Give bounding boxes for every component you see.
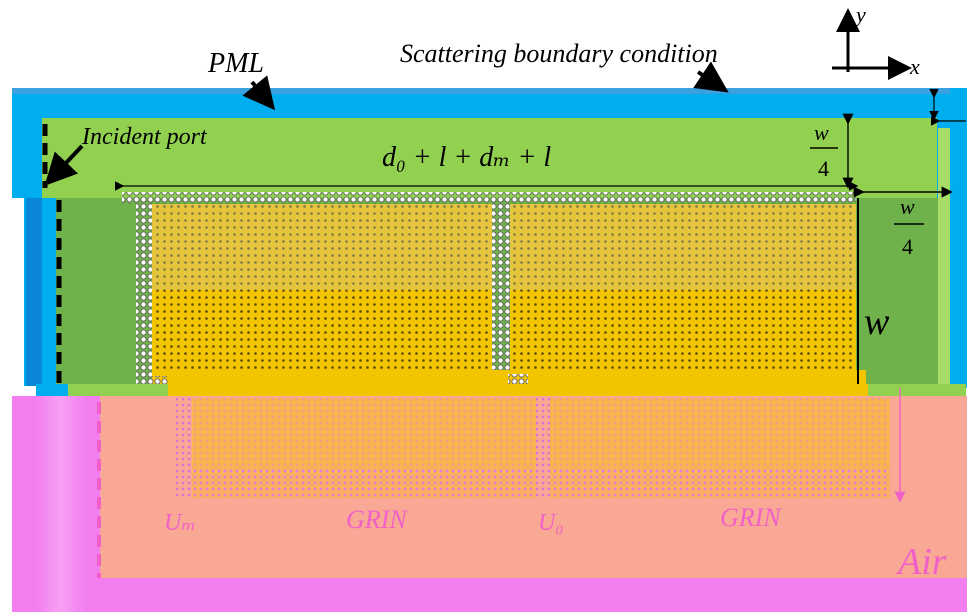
field-fade-right [510,204,856,290]
u0-label: U₀ [538,510,564,536]
length-expression-label: d₀ + l + dₘ + l [382,142,551,173]
um-label: Uₘ [164,510,196,536]
white-left-sliver [0,198,24,386]
scattering-pointer-arrow [693,61,729,93]
pml-label: PML [207,48,264,79]
phononic-crystal-left [136,200,152,390]
grin-label-right: GRIN [720,503,782,532]
phononic-crystal-top [122,192,856,204]
magenta-left-band [36,396,86,612]
w4-top-denominator: 4 [818,156,829,181]
grin-fade-left [190,398,536,468]
x-axis-label: x [909,54,920,79]
green-strip-gap [168,384,868,398]
port-left-strip [26,198,42,386]
pml-pointer-arrow [242,75,276,111]
green-light-side [938,128,950,386]
incident-port-pointer-arrow [44,144,84,186]
incident-port-label: Incident port [81,124,208,150]
w4-side-numerator: w [900,194,915,219]
u0-strip [536,398,550,498]
air-label: Air [895,541,947,583]
field-region-left [152,204,492,376]
grin-fade-right [550,398,890,468]
w4-side-denominator: 4 [902,234,913,259]
field-fade-left [152,204,492,290]
w-height-label: w [864,301,890,343]
blue-strip-bottom-left [36,384,68,398]
scattering-boundary-label: Scattering boundary condition [400,39,718,68]
y-axis-label: y [854,2,866,27]
um-strip [176,398,192,498]
phononic-crystal-mid [492,200,510,390]
pml-region-right [950,88,967,388]
w4-top-numerator: w [814,120,829,145]
field-region-right [510,204,856,376]
grin-label-left: GRIN [346,505,408,534]
pml-outer-border [12,88,967,94]
